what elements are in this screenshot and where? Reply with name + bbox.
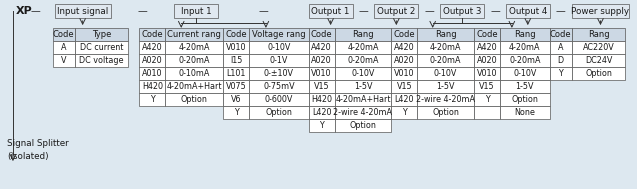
Bar [75, 28, 129, 41]
Text: 4-20mA: 4-20mA [430, 43, 461, 52]
Bar [334, 80, 391, 93]
Text: Code: Code [53, 30, 75, 39]
Text: V15: V15 [314, 82, 329, 91]
Text: Power supply: Power supply [571, 6, 629, 15]
Text: DC24V: DC24V [585, 56, 612, 65]
Bar [500, 28, 550, 41]
Text: Rang: Rang [352, 30, 374, 39]
Text: V010: V010 [311, 69, 332, 78]
Bar [249, 67, 309, 80]
Text: 0-±10V: 0-±10V [264, 69, 294, 78]
Text: Y: Y [150, 95, 155, 104]
Text: —: — [556, 6, 566, 16]
Bar [550, 67, 571, 80]
Bar [334, 67, 391, 80]
Bar [375, 4, 419, 18]
Bar [474, 28, 500, 41]
Text: Signal Splitter
(isolated): Signal Splitter (isolated) [7, 139, 69, 161]
Bar [571, 4, 629, 18]
Bar [500, 93, 550, 106]
Bar [249, 93, 309, 106]
Text: Current rang: Current rang [168, 30, 221, 39]
Text: 0-75mV: 0-75mV [263, 82, 295, 91]
Bar [75, 54, 129, 67]
Bar [223, 41, 249, 54]
Text: Code: Code [141, 30, 163, 39]
Text: Y: Y [485, 95, 489, 104]
Text: Option: Option [432, 108, 459, 117]
Text: Type: Type [92, 30, 111, 39]
Bar [500, 41, 550, 54]
Bar [223, 67, 249, 80]
Text: V010: V010 [225, 43, 247, 52]
Text: —: — [138, 6, 147, 16]
Text: Y: Y [319, 121, 324, 130]
Text: 0-20mA: 0-20mA [430, 56, 461, 65]
Bar [53, 54, 75, 67]
Bar [391, 41, 417, 54]
Bar [334, 28, 391, 41]
Bar [500, 54, 550, 67]
Bar [417, 41, 474, 54]
Text: 4-20mA: 4-20mA [178, 43, 210, 52]
Text: D: D [557, 56, 564, 65]
Bar [223, 93, 249, 106]
Text: Voltage rang: Voltage rang [252, 30, 306, 39]
Bar [474, 67, 500, 80]
Text: H420: H420 [311, 95, 332, 104]
Text: Output 2: Output 2 [377, 6, 415, 15]
Text: Option: Option [512, 95, 538, 104]
Text: Code: Code [476, 30, 497, 39]
Bar [166, 54, 223, 67]
Text: 0-10V: 0-10V [351, 69, 375, 78]
Bar [249, 106, 309, 119]
Text: V075: V075 [225, 82, 247, 91]
Text: V6: V6 [231, 95, 241, 104]
Bar [474, 93, 500, 106]
Text: Y: Y [558, 69, 563, 78]
Text: Output 1: Output 1 [311, 6, 350, 15]
Bar [550, 54, 571, 67]
Bar [309, 54, 334, 67]
Text: 4-20mA: 4-20mA [347, 43, 379, 52]
Bar [223, 54, 249, 67]
Bar [334, 54, 391, 67]
Text: Output 3: Output 3 [443, 6, 482, 15]
Text: Input signal: Input signal [57, 6, 108, 15]
Bar [249, 80, 309, 93]
Bar [309, 106, 334, 119]
Text: Y: Y [402, 108, 406, 117]
Text: A420: A420 [476, 43, 497, 52]
Text: I15: I15 [230, 56, 242, 65]
Text: Rang: Rang [588, 30, 610, 39]
Bar [309, 4, 352, 18]
Text: Code: Code [550, 30, 571, 39]
Bar [166, 93, 223, 106]
Bar [140, 28, 166, 41]
Bar [500, 106, 550, 119]
Bar [571, 28, 626, 41]
Bar [474, 54, 500, 67]
Bar [249, 28, 309, 41]
Text: 0-10V: 0-10V [434, 69, 457, 78]
Text: Code: Code [394, 30, 415, 39]
Bar [571, 67, 626, 80]
Bar [223, 80, 249, 93]
Bar [474, 106, 500, 119]
Bar [166, 28, 223, 41]
Text: 0-20mA: 0-20mA [509, 56, 541, 65]
Text: 4-20mA+Hart: 4-20mA+Hart [335, 95, 390, 104]
Bar [417, 93, 474, 106]
Text: 0-10mA: 0-10mA [178, 69, 210, 78]
Text: —: — [490, 6, 500, 16]
Text: V010: V010 [394, 69, 415, 78]
Bar [391, 80, 417, 93]
Bar [140, 67, 166, 80]
Bar [500, 80, 550, 93]
Bar [309, 119, 334, 132]
Bar [334, 119, 391, 132]
Bar [571, 41, 626, 54]
Bar [309, 67, 334, 80]
Text: XP: XP [16, 6, 32, 16]
